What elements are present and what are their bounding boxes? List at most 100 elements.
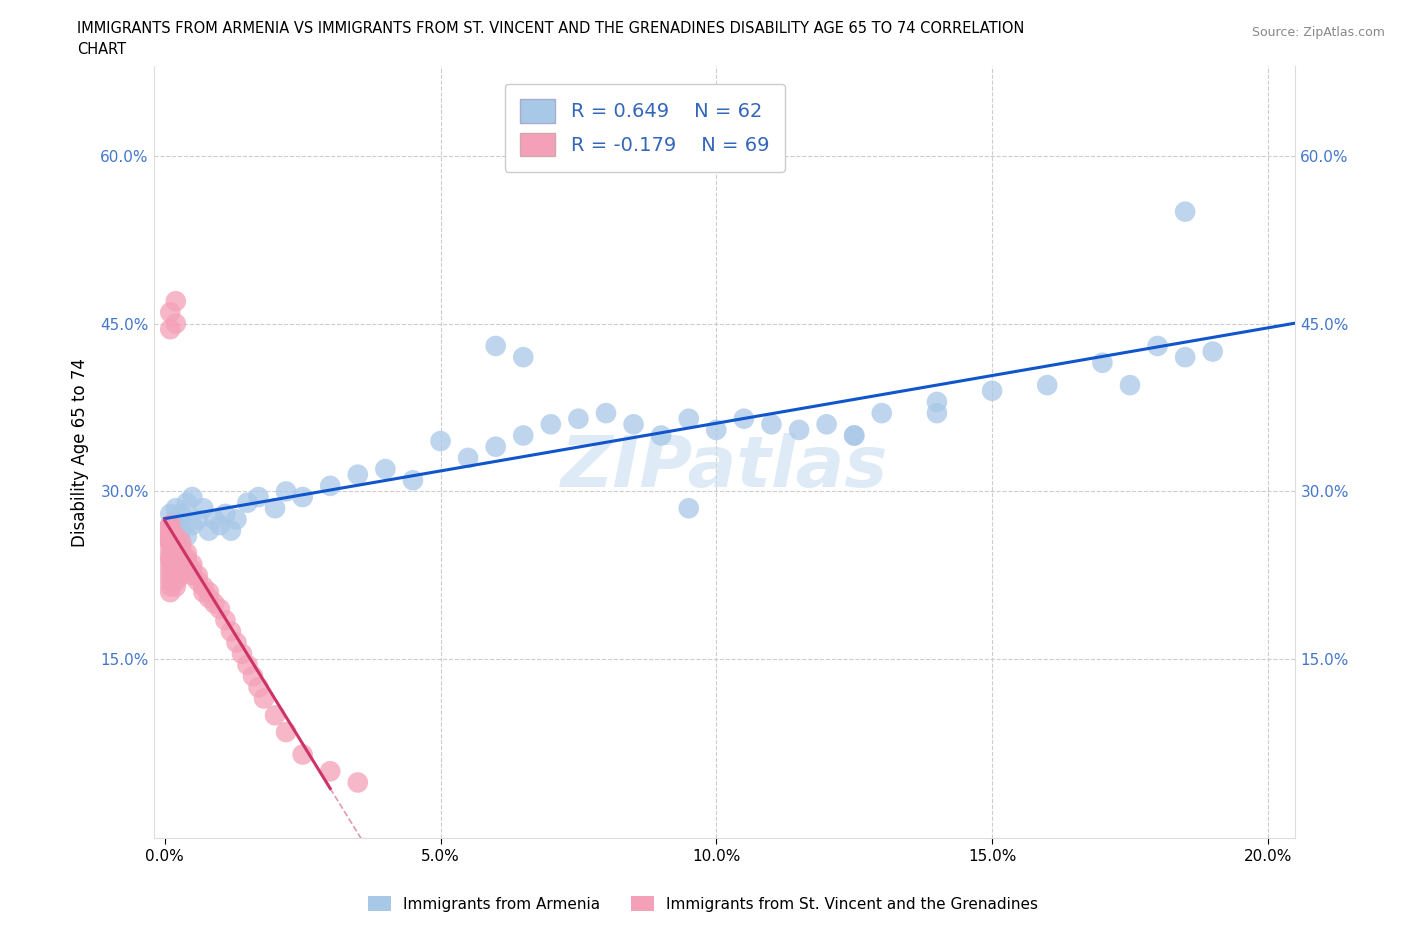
Text: IMMIGRANTS FROM ARMENIA VS IMMIGRANTS FROM ST. VINCENT AND THE GRENADINES DISABI: IMMIGRANTS FROM ARMENIA VS IMMIGRANTS FR… xyxy=(77,21,1025,36)
Point xyxy=(231,646,253,661)
Point xyxy=(176,546,198,561)
Point xyxy=(176,563,198,578)
Point xyxy=(176,529,198,544)
Point xyxy=(733,411,755,426)
Point xyxy=(346,467,368,482)
Point xyxy=(159,535,181,550)
Point xyxy=(159,574,181,589)
Point xyxy=(346,775,368,790)
Point xyxy=(165,579,187,594)
Point xyxy=(159,535,181,550)
Point xyxy=(170,568,193,583)
Point xyxy=(198,524,221,538)
Point xyxy=(181,563,204,578)
Point xyxy=(159,529,181,544)
Point xyxy=(170,524,193,538)
Point xyxy=(236,495,259,510)
Point xyxy=(159,540,181,555)
Point xyxy=(623,417,645,432)
Point xyxy=(165,529,187,544)
Point xyxy=(219,624,242,639)
Point xyxy=(165,501,187,516)
Point xyxy=(187,574,209,589)
Point xyxy=(225,512,247,527)
Point xyxy=(159,585,181,600)
Point xyxy=(170,518,193,533)
Point xyxy=(457,450,479,465)
Point xyxy=(165,524,187,538)
Point xyxy=(159,551,181,566)
Point xyxy=(181,568,204,583)
Point xyxy=(159,551,181,566)
Point xyxy=(236,658,259,672)
Point xyxy=(264,501,287,516)
Point xyxy=(242,669,264,684)
Point xyxy=(844,428,866,443)
Point xyxy=(208,518,231,533)
Text: ZIPatlas: ZIPatlas xyxy=(561,433,889,502)
Point xyxy=(595,405,617,420)
Point xyxy=(761,417,783,432)
Point xyxy=(650,428,672,443)
Point xyxy=(264,708,287,723)
Point xyxy=(159,568,181,583)
Point xyxy=(198,591,221,605)
Point xyxy=(165,529,187,544)
Legend: R = 0.649    N = 62, R = -0.179    N = 69: R = 0.649 N = 62, R = -0.179 N = 69 xyxy=(505,84,785,172)
Point xyxy=(402,472,425,487)
Point xyxy=(844,428,866,443)
Point xyxy=(165,551,187,566)
Point xyxy=(870,405,893,420)
Point xyxy=(1174,205,1197,219)
Point xyxy=(159,518,181,533)
Point xyxy=(170,546,193,561)
Point xyxy=(159,322,181,337)
Point xyxy=(165,316,187,331)
Point xyxy=(512,350,534,365)
Point xyxy=(540,417,562,432)
Point xyxy=(165,557,187,572)
Point xyxy=(170,507,193,522)
Point xyxy=(165,535,187,550)
Point xyxy=(159,535,181,550)
Point xyxy=(193,501,215,516)
Point xyxy=(214,613,236,628)
Point xyxy=(159,305,181,320)
Point xyxy=(704,422,727,437)
Point xyxy=(787,422,810,437)
Point xyxy=(159,529,181,544)
Point xyxy=(485,439,508,454)
Point xyxy=(159,524,181,538)
Point xyxy=(181,557,204,572)
Point xyxy=(319,478,342,493)
Point xyxy=(187,568,209,583)
Point xyxy=(170,557,193,572)
Point xyxy=(319,764,342,778)
Point xyxy=(165,568,187,583)
Point xyxy=(1174,350,1197,365)
Point xyxy=(159,518,181,533)
Point xyxy=(159,535,181,550)
Point xyxy=(181,489,204,504)
Point xyxy=(187,512,209,527)
Point xyxy=(193,585,215,600)
Point xyxy=(1091,355,1114,370)
Point xyxy=(159,557,181,572)
Point xyxy=(291,747,314,762)
Point xyxy=(159,563,181,578)
Point xyxy=(291,489,314,504)
Point xyxy=(165,563,187,578)
Y-axis label: Disability Age 65 to 74: Disability Age 65 to 74 xyxy=(72,358,89,547)
Point xyxy=(159,529,181,544)
Point xyxy=(567,411,589,426)
Point xyxy=(170,551,193,566)
Point xyxy=(374,461,396,476)
Point xyxy=(202,512,225,527)
Point xyxy=(678,411,700,426)
Text: Source: ZipAtlas.com: Source: ZipAtlas.com xyxy=(1251,26,1385,39)
Point xyxy=(159,507,181,522)
Point xyxy=(193,579,215,594)
Point xyxy=(176,551,198,566)
Point xyxy=(165,294,187,309)
Point xyxy=(925,394,948,409)
